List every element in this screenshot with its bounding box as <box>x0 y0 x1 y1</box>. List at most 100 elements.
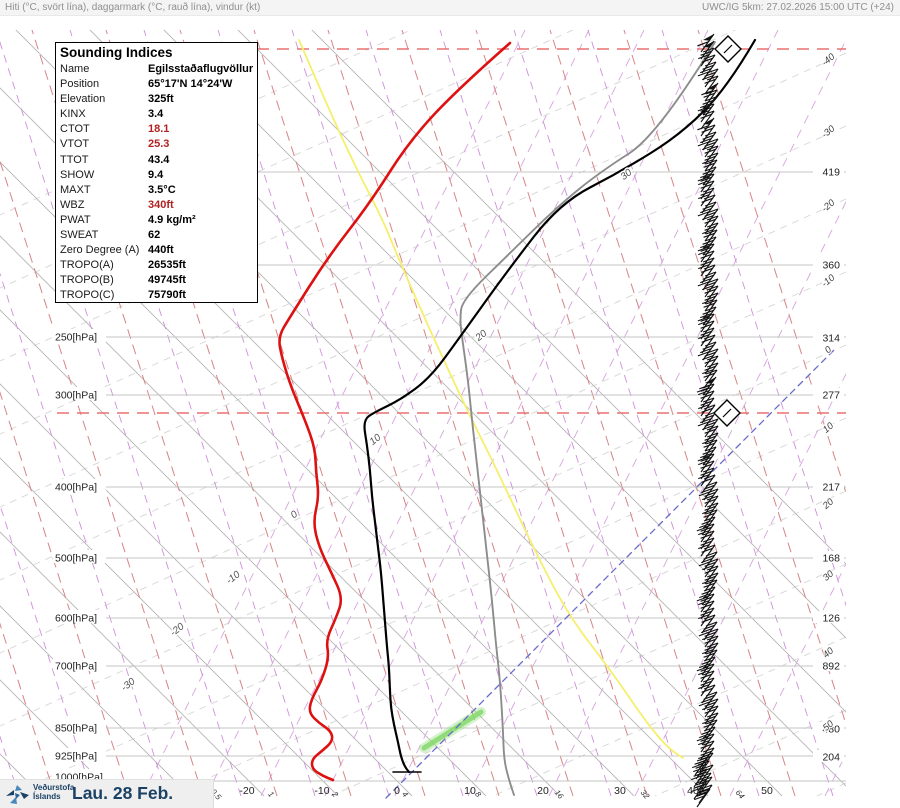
index-value: 18.1 <box>148 123 170 136</box>
wind-feather <box>694 759 706 765</box>
wind-feather <box>697 760 710 766</box>
wind-feather <box>701 628 713 634</box>
wind-barb <box>704 75 719 95</box>
pressure-label: 925[hPa] <box>55 751 97 763</box>
wind-feather <box>700 323 712 329</box>
wind-feather <box>700 386 712 392</box>
wind-feather <box>701 729 713 735</box>
wind-feather <box>700 743 712 749</box>
wind-feather <box>697 246 710 252</box>
right-isotherm-label: -20 <box>820 197 838 215</box>
wind-feather <box>703 404 716 410</box>
blue-dashed-line <box>385 346 838 799</box>
wind-feather <box>702 134 714 140</box>
wind-feather <box>700 173 712 179</box>
wind-feather <box>698 334 710 340</box>
wind-feather <box>700 190 712 196</box>
indices-row: Position 65°17'N 14°24'W <box>60 77 253 92</box>
wind-feather <box>701 764 714 770</box>
wind-feather <box>705 551 718 557</box>
wind-feather <box>701 90 713 96</box>
wind-barb <box>703 369 718 389</box>
wind-feather <box>697 456 710 462</box>
wind-feather <box>699 593 711 599</box>
wind-feather <box>706 502 719 508</box>
wind-feather <box>703 194 716 200</box>
wind-feather <box>702 460 715 466</box>
wind-feather <box>701 127 713 133</box>
index-label: MAXT <box>60 183 91 196</box>
wind-feather <box>703 516 716 522</box>
indices-row: TTOT 43.4 <box>60 153 253 168</box>
wind-feather <box>700 393 712 399</box>
pressure-label: 300[hPa] <box>55 390 97 402</box>
wind-feather <box>701 488 713 494</box>
wind-feather <box>693 767 705 773</box>
wind-barb <box>702 131 717 151</box>
wind-feather <box>700 106 712 112</box>
wind-feather <box>703 264 716 270</box>
wind-feather <box>700 463 712 469</box>
wind-feather <box>696 526 709 532</box>
indices-row: VTOT 25.3 <box>60 137 253 152</box>
wind-feather <box>700 776 713 782</box>
wind-feather <box>700 183 712 189</box>
chart-legend-text: Hiti (°C, svört lína), daggarmark (°C, r… <box>5 2 261 13</box>
wind-feather <box>702 75 714 81</box>
right-height-label: 419 <box>822 167 840 179</box>
index-value: 440ft <box>148 244 174 257</box>
index-value: 62 <box>148 229 161 242</box>
wind-feather <box>705 509 718 515</box>
index-label: KINX <box>60 108 86 121</box>
green-highlight-segment <box>421 709 484 751</box>
header-bar: Hiti (°C, svört lína), daggarmark (°C, r… <box>0 0 900 16</box>
wind-feather <box>700 453 712 459</box>
diamond-inner-tick <box>723 44 733 54</box>
wind-feather <box>706 495 719 501</box>
wind-feather <box>697 775 709 781</box>
wind-feather <box>702 229 714 235</box>
right-height-label: 480 <box>822 724 840 736</box>
wind-feather <box>704 428 716 434</box>
wind-feather <box>705 691 718 697</box>
index-value: Egilsstaðaflugvöllur <box>148 63 254 75</box>
wind-feather <box>706 208 719 214</box>
sounding-indices-panel: Sounding Indices Name Egilsstaðaflugvöllu… <box>55 42 258 303</box>
indices-row: Elevation 325ft <box>60 92 253 107</box>
wind-feather <box>706 488 719 494</box>
wind-feather <box>703 656 716 662</box>
wind-feather <box>702 180 715 186</box>
wind-feather <box>702 355 714 361</box>
wind-feather <box>704 358 716 364</box>
right-isotherm-label: -30 <box>820 123 838 141</box>
valid-datetime: Lau. 28 Feb. 15:00 <box>72 783 174 808</box>
dewpoint-curve <box>278 41 512 782</box>
wind-barb <box>700 677 715 697</box>
wind-feather <box>704 78 716 84</box>
wind-feather <box>705 649 718 655</box>
wind-feather <box>706 68 719 74</box>
wind-barb <box>703 691 718 711</box>
wind-feather <box>704 131 717 137</box>
wind-feather <box>698 614 710 620</box>
right-isotherm-label: 30 <box>821 568 837 584</box>
wind-feather <box>702 425 714 431</box>
wind-feather <box>702 309 714 315</box>
wind-feather <box>706 348 719 354</box>
index-value: 26535ft <box>148 259 186 272</box>
wind-feather <box>703 694 715 700</box>
wind-feather <box>704 61 717 67</box>
wind-feather <box>701 197 713 203</box>
wind-feather <box>702 187 715 193</box>
wind-feather <box>703 624 715 630</box>
wind-feather <box>699 663 711 669</box>
wind-feather <box>700 50 712 56</box>
wind-feather <box>702 274 714 280</box>
wind-barb <box>701 264 716 284</box>
wind-feather <box>702 173 715 179</box>
wind-feather <box>702 390 715 396</box>
wind-feather <box>700 278 712 284</box>
wind-feather <box>702 64 714 70</box>
indices-row: KINX 3.4 <box>60 107 253 122</box>
wind-feather <box>700 736 712 742</box>
